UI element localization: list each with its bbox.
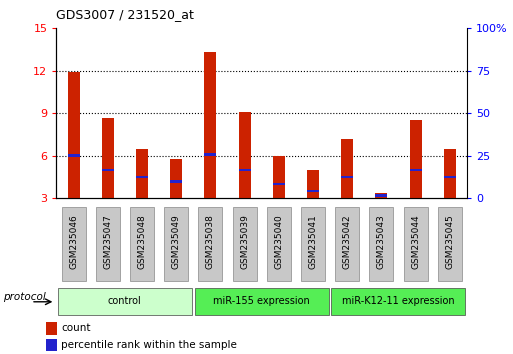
FancyBboxPatch shape: [331, 288, 465, 315]
FancyBboxPatch shape: [199, 207, 222, 281]
Bar: [376, 194, 387, 197]
Text: GSM235045: GSM235045: [445, 214, 454, 269]
Bar: [444, 176, 456, 178]
Text: GSM235039: GSM235039: [240, 214, 249, 269]
FancyBboxPatch shape: [62, 207, 86, 281]
Text: GSM235042: GSM235042: [343, 214, 351, 269]
FancyBboxPatch shape: [232, 207, 256, 281]
Bar: [307, 170, 319, 198]
Bar: [102, 169, 114, 171]
Bar: [307, 190, 319, 193]
Text: GSM235044: GSM235044: [411, 214, 420, 269]
Bar: [136, 149, 148, 198]
Text: GSM235049: GSM235049: [172, 214, 181, 269]
Bar: [239, 169, 250, 171]
FancyBboxPatch shape: [301, 207, 325, 281]
Bar: [170, 180, 182, 183]
Bar: [204, 153, 216, 156]
FancyBboxPatch shape: [369, 207, 393, 281]
Text: protocol: protocol: [3, 292, 46, 302]
Bar: [46, 322, 57, 335]
Text: miR-155 expression: miR-155 expression: [213, 296, 310, 306]
Bar: [136, 176, 148, 178]
Bar: [68, 154, 80, 157]
Text: GSM235047: GSM235047: [103, 214, 112, 269]
FancyBboxPatch shape: [438, 207, 462, 281]
Bar: [409, 169, 422, 171]
FancyBboxPatch shape: [130, 207, 154, 281]
Bar: [239, 112, 250, 198]
Text: percentile rank within the sample: percentile rank within the sample: [62, 340, 237, 350]
FancyBboxPatch shape: [96, 207, 120, 281]
Text: miR-K12-11 expression: miR-K12-11 expression: [342, 296, 455, 306]
Text: GSM235038: GSM235038: [206, 214, 215, 269]
FancyBboxPatch shape: [267, 207, 291, 281]
Bar: [341, 139, 353, 198]
Text: GSM235046: GSM235046: [69, 214, 78, 269]
Bar: [204, 52, 216, 198]
Bar: [376, 193, 387, 198]
Text: GSM235043: GSM235043: [377, 214, 386, 269]
Bar: [444, 149, 456, 198]
Bar: [102, 118, 114, 198]
Bar: [46, 339, 57, 351]
Bar: [341, 176, 353, 178]
FancyBboxPatch shape: [194, 288, 329, 315]
Bar: [273, 156, 285, 198]
Text: GDS3007 / 231520_at: GDS3007 / 231520_at: [56, 8, 194, 21]
Text: control: control: [108, 296, 142, 306]
FancyBboxPatch shape: [404, 207, 427, 281]
FancyBboxPatch shape: [335, 207, 359, 281]
FancyBboxPatch shape: [58, 288, 192, 315]
Bar: [170, 159, 182, 198]
Bar: [273, 183, 285, 185]
Bar: [409, 120, 422, 198]
FancyBboxPatch shape: [164, 207, 188, 281]
Text: GSM235048: GSM235048: [137, 214, 146, 269]
Text: GSM235040: GSM235040: [274, 214, 283, 269]
Text: GSM235041: GSM235041: [308, 214, 318, 269]
Bar: [68, 72, 80, 198]
Text: count: count: [62, 323, 91, 333]
